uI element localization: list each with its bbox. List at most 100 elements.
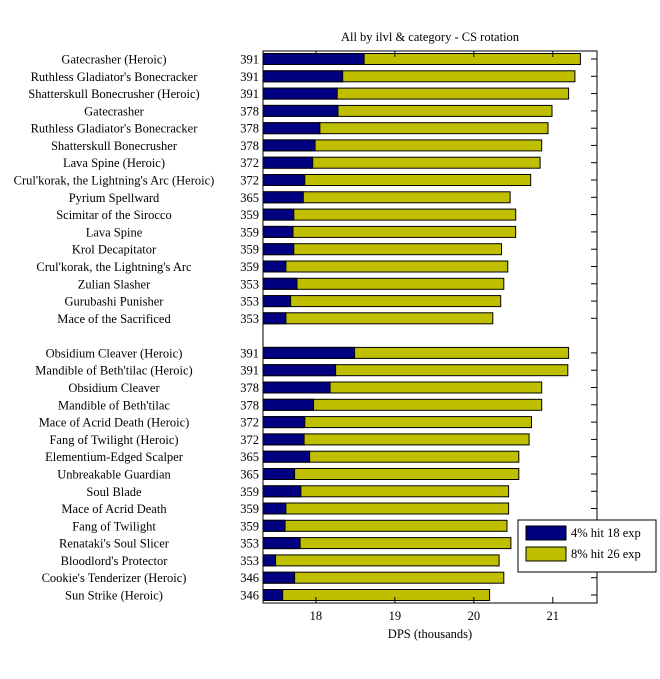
category-label: Mandible of Beth'tilac (Heroic) bbox=[35, 364, 192, 378]
ilvl-label: 391 bbox=[240, 346, 259, 360]
x-ticks: 18 19 20 21 bbox=[310, 51, 559, 623]
bar-series2 bbox=[262, 295, 502, 308]
category-label: Fang of Twilight bbox=[72, 519, 156, 533]
bar-series1 bbox=[262, 398, 314, 411]
category-label: Ruthless Gladiator's Bonecracker bbox=[31, 122, 199, 136]
category-label: Lava Spine (Heroic) bbox=[63, 156, 165, 170]
category-label: Unbreakable Guardian bbox=[57, 468, 171, 482]
y-ticks bbox=[591, 58, 597, 596]
chart-title: All by ilvl & category - CS rotation bbox=[341, 30, 520, 44]
category-label: Gurubashi Punisher bbox=[65, 295, 165, 309]
ilvl-label: 353 bbox=[240, 537, 259, 551]
bar-series1 bbox=[262, 208, 295, 221]
ilvl-label: 391 bbox=[240, 53, 259, 67]
bar-series1 bbox=[262, 433, 305, 446]
ilvl-label: 353 bbox=[240, 312, 259, 326]
ilvl-label: 359 bbox=[240, 502, 259, 516]
bar-series2 bbox=[262, 589, 491, 601]
ilvl-label: 359 bbox=[240, 260, 259, 274]
bar-series1 bbox=[262, 589, 284, 601]
category-label: Bloodlord's Protector bbox=[61, 554, 169, 568]
bar-series1 bbox=[262, 346, 356, 359]
bar-series1 bbox=[262, 416, 306, 429]
bar-series1 bbox=[262, 468, 296, 480]
x-tick-label: 21 bbox=[547, 609, 560, 623]
bar-series2 bbox=[262, 243, 502, 256]
legend-swatch-series1 bbox=[525, 525, 567, 541]
x-tick-label: 18 bbox=[310, 609, 323, 623]
category-label: Pyrium Spellward bbox=[69, 191, 160, 205]
category-label: Cookie's Tenderizer (Heroic) bbox=[42, 571, 187, 585]
ilvl-label: 359 bbox=[240, 243, 259, 257]
category-label: Fang of Twilight (Heroic) bbox=[49, 433, 178, 447]
ilvl-label: 372 bbox=[240, 174, 259, 188]
bar-series1 bbox=[262, 485, 302, 498]
ilvl-label: 359 bbox=[240, 208, 259, 222]
category-label: Obsidium Cleaver (Heroic) bbox=[46, 346, 183, 360]
category-label: Renataki's Soul Slicer bbox=[59, 537, 170, 551]
category-label: Gatecrasher (Heroic) bbox=[61, 53, 166, 67]
category-label: Lava Spine bbox=[86, 225, 143, 239]
bar-series1 bbox=[262, 70, 344, 83]
ilvl-label: 359 bbox=[240, 485, 259, 499]
legend-label-series2: 8% hit 26 exp bbox=[571, 547, 641, 561]
ilvl-label: 378 bbox=[240, 139, 259, 153]
category-label: Krol Decapitator bbox=[72, 243, 157, 257]
bar-series1 bbox=[262, 554, 277, 567]
legend-swatch-series2 bbox=[525, 546, 567, 562]
ilvl-label: 378 bbox=[240, 104, 259, 118]
category-label: Sun Strike (Heroic) bbox=[65, 589, 163, 603]
x-tick-label: 20 bbox=[468, 609, 481, 623]
bar-series1 bbox=[262, 295, 292, 308]
bar-series1 bbox=[262, 381, 331, 394]
ilvl-label: 353 bbox=[240, 295, 259, 309]
category-label: Mandible of Beth'tilac bbox=[58, 398, 170, 412]
bar-series1 bbox=[262, 104, 339, 117]
ilvl-label: 372 bbox=[240, 433, 259, 447]
bar-series1 bbox=[262, 537, 301, 550]
ilvl-label: 359 bbox=[240, 225, 259, 239]
bar-series2 bbox=[262, 554, 500, 567]
bar-series1 bbox=[262, 450, 311, 463]
bar-series1 bbox=[262, 364, 337, 377]
ilvl-label: 378 bbox=[240, 381, 259, 395]
bar-series1 bbox=[262, 312, 287, 325]
ilvl-label: 353 bbox=[240, 554, 259, 568]
category-label: Scimitar of the Sirocco bbox=[56, 208, 172, 222]
ilvl-label: 365 bbox=[240, 450, 259, 464]
bar-series1 bbox=[262, 260, 287, 273]
category-label: Zulian Slasher bbox=[78, 277, 151, 291]
category-label: Soul Blade bbox=[86, 485, 142, 499]
bar-series1 bbox=[262, 156, 314, 169]
ilvl-label: 346 bbox=[240, 571, 259, 585]
bars-layer bbox=[262, 53, 581, 601]
category-label: Shatterskull Bonecrusher (Heroic) bbox=[28, 87, 199, 101]
category-label: Gatecrasher bbox=[84, 104, 145, 118]
bar-series2 bbox=[262, 502, 510, 515]
bar-series2 bbox=[262, 312, 494, 325]
ilvl-label: 346 bbox=[240, 589, 259, 603]
bar-series1 bbox=[262, 243, 295, 256]
category-label: Obsidium Cleaver bbox=[68, 381, 160, 395]
category-label: Mace of the Sacrificed bbox=[57, 312, 171, 326]
category-label: Mace of Acrid Death bbox=[61, 502, 167, 516]
ilvl-label: 391 bbox=[240, 87, 259, 101]
ilvl-label: 391 bbox=[240, 364, 259, 378]
ilvl-label: 391 bbox=[240, 70, 259, 84]
bar-series1 bbox=[262, 122, 321, 135]
category-label: Shatterskull Bonecrusher bbox=[51, 139, 178, 153]
ilvl-label: 365 bbox=[240, 191, 259, 205]
ilvl-label: 359 bbox=[240, 519, 259, 533]
category-label: Mace of Acrid Death (Heroic) bbox=[39, 416, 190, 430]
bar-series2 bbox=[262, 468, 520, 480]
bar-series1 bbox=[262, 519, 286, 532]
category-label: Crul'korak, the Lightning's Arc (Heroic) bbox=[14, 174, 215, 188]
legend-label-series1: 4% hit 18 exp bbox=[571, 526, 641, 540]
bar-series1 bbox=[262, 502, 287, 515]
x-axis-label: DPS (thousands) bbox=[388, 627, 472, 641]
bar-series2 bbox=[262, 519, 508, 532]
ilvl-label: 378 bbox=[240, 398, 259, 412]
bar-series1 bbox=[262, 174, 306, 186]
bar-series1 bbox=[262, 87, 338, 100]
bar-series2 bbox=[262, 225, 517, 238]
